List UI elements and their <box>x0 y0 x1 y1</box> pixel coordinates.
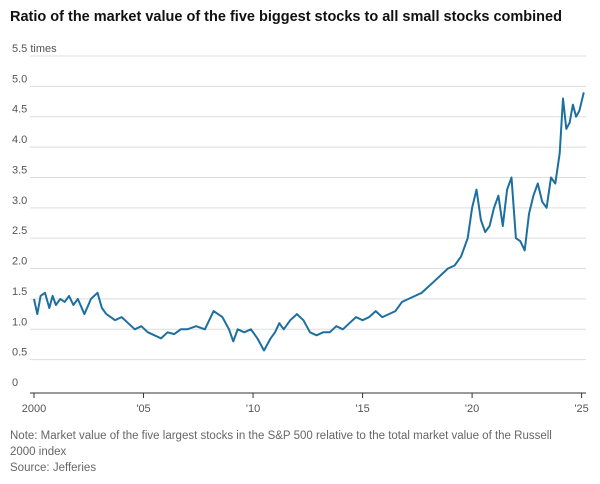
x-tick-label: 2000 <box>22 403 46 415</box>
y-tick-label: 5.5 times <box>12 43 57 55</box>
x-tick-label: '15 <box>355 403 369 415</box>
y-tick-label: 2.5 <box>12 225 27 237</box>
gridlines <box>30 55 586 361</box>
chart-source: Source: Jefferies <box>10 462 97 474</box>
chart-title: Ratio of the market value of the five bi… <box>10 9 562 25</box>
y-tick-label: 3.5 <box>12 164 27 176</box>
y-tick-label: 0 <box>12 377 18 389</box>
y-tick-label: 1.5 <box>12 286 27 298</box>
y-axis-tick-labels: 0 0.5 1.0 1.5 2.0 2.5 3.0 3.5 4.0 4.5 5.0 5.5 times <box>12 43 57 389</box>
series-line <box>33 92 585 352</box>
y-tick-label: 5.0 <box>12 73 27 85</box>
x-axis: 2000 '05 '10 '15 '20 '25 <box>22 392 589 415</box>
y-tick-label: 4.5 <box>12 104 27 116</box>
y-tick-label: 4.0 <box>12 134 27 146</box>
y-tick-label: 1.0 <box>12 316 27 328</box>
y-tick-label: 3.0 <box>12 195 27 207</box>
chart-note: Note: Market value of the five largest s… <box>10 430 552 458</box>
x-tick-label: '25 <box>574 403 588 415</box>
x-tick-label: '05 <box>136 403 150 415</box>
x-tick-label: '10 <box>246 403 260 415</box>
y-tick-label: 2.0 <box>12 256 27 268</box>
y-tick-label: 0.5 <box>12 347 27 359</box>
series-layer <box>33 92 585 352</box>
x-tick-label: '20 <box>465 403 479 415</box>
